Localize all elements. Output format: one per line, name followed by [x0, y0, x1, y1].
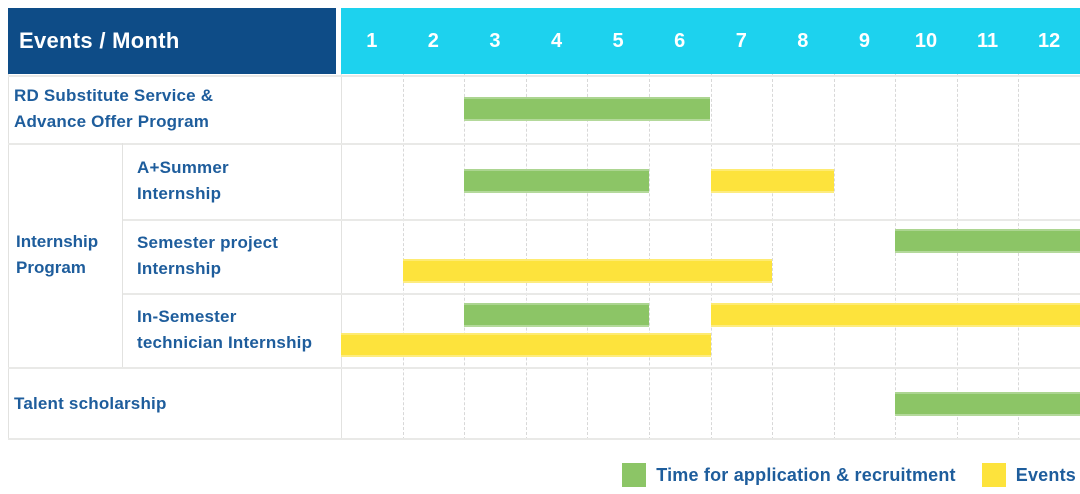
gantt-bar-application_recruitment: [895, 229, 1080, 254]
month-gridline: [710, 74, 712, 440]
row-divider: [123, 293, 1080, 295]
month-gridline: [1018, 74, 1020, 440]
month-gridline: [833, 74, 835, 440]
month-header-cell: 12: [1038, 29, 1061, 52]
month-gridline: [772, 74, 774, 440]
label-month-separator: [341, 74, 342, 440]
task-label-line: RD Substitute Service &: [14, 85, 214, 105]
month-header-cell: 7: [735, 29, 747, 52]
month-gridline: [648, 74, 650, 440]
legend-swatch-yellow: [981, 463, 1006, 487]
month-header-cell: 2: [427, 29, 439, 52]
task-row: Semester project Internship: [8, 219, 1080, 293]
task-row: RD Substitute Service & Advance Offer Pro…: [8, 74, 1080, 143]
task-label-line: Advance Offer Program: [14, 111, 210, 131]
gantt-bar-events: [402, 258, 773, 283]
gantt-bar-events: [710, 303, 1080, 328]
task-label-line: Semester project: [137, 233, 279, 252]
month-gridline: [587, 74, 589, 440]
month-gridline: [525, 74, 527, 440]
task-label: Talent scholarship: [14, 367, 337, 440]
row-divider: [8, 438, 1080, 440]
gantt-bar-application_recruitment: [895, 391, 1080, 416]
table-left-border: [8, 74, 9, 440]
group-cell-internship-program: Internship Program: [8, 143, 123, 367]
month-gridline: [956, 74, 958, 440]
gantt-bar-application_recruitment: [464, 303, 649, 328]
legend-label-events: Events: [1015, 464, 1076, 485]
header-divider: [8, 75, 1080, 77]
task-label: RD Substitute Service & Advance Offer Pro…: [14, 74, 337, 143]
row-divider: [8, 367, 1080, 369]
month-header-cell: 1: [366, 29, 378, 52]
task-label-line: Talent scholarship: [14, 393, 167, 413]
month-header-row: 1 2 3 4 5 6 7 8 9 10 11 12: [341, 8, 1080, 74]
task-label: A+Summer Internship: [137, 143, 337, 219]
month-gridline: [895, 74, 897, 440]
gantt-bar-events: [710, 169, 834, 193]
legend-swatch-green: [622, 463, 647, 487]
task-label-line: technician Internship: [137, 333, 313, 352]
task-label-line: Internship: [137, 259, 222, 278]
task-row: In-Semester technician Internship: [8, 293, 1080, 367]
month-header-cell: 11: [976, 29, 999, 52]
group-label-line: Internship: [16, 232, 99, 251]
task-label: Semester project Internship: [137, 219, 337, 293]
gantt-bar-application_recruitment: [464, 169, 649, 193]
task-label-line: Internship: [137, 184, 222, 203]
month-header-cell: 6: [674, 29, 686, 52]
month-header-cell: 4: [550, 29, 563, 52]
task-label-line: In-Semester: [137, 307, 237, 326]
month-gridline: [464, 74, 466, 440]
task-label: In-Semester technician Internship: [137, 293, 337, 367]
legend-item-application-recruitment: Time for application & recruitment: [622, 463, 956, 487]
group-label-line: Program: [16, 258, 86, 277]
gantt-table: Events / Month 1 2 3 4 5 6 7 8 9 10 11 12 RD Substi…: [8, 8, 1080, 440]
month-header-cell: 9: [858, 29, 870, 52]
table-corner-header: Events / Month: [8, 8, 336, 74]
task-label-line: A+Summer: [137, 158, 229, 177]
task-row: A+Summer Internship: [8, 143, 1080, 219]
month-header-cell: 10: [914, 29, 938, 52]
month-header-cell: 3: [489, 29, 501, 52]
gantt-bar-events: [341, 332, 711, 357]
legend-item-events: Events: [981, 463, 1076, 487]
month-header-cell: 5: [612, 29, 624, 52]
row-divider: [8, 143, 1080, 145]
month-gridline: [402, 74, 404, 440]
corner-header-label: Events / Month: [19, 28, 180, 53]
legend-label-application-recruitment: Time for application & recruitment: [656, 464, 956, 485]
month-header-cell: 8: [797, 29, 809, 52]
task-row: Talent scholarship: [8, 367, 1080, 440]
legend: Time for application & recruitment Event…: [622, 463, 1076, 487]
gantt-bar-application_recruitment: [464, 96, 711, 121]
row-divider: [123, 219, 1080, 221]
